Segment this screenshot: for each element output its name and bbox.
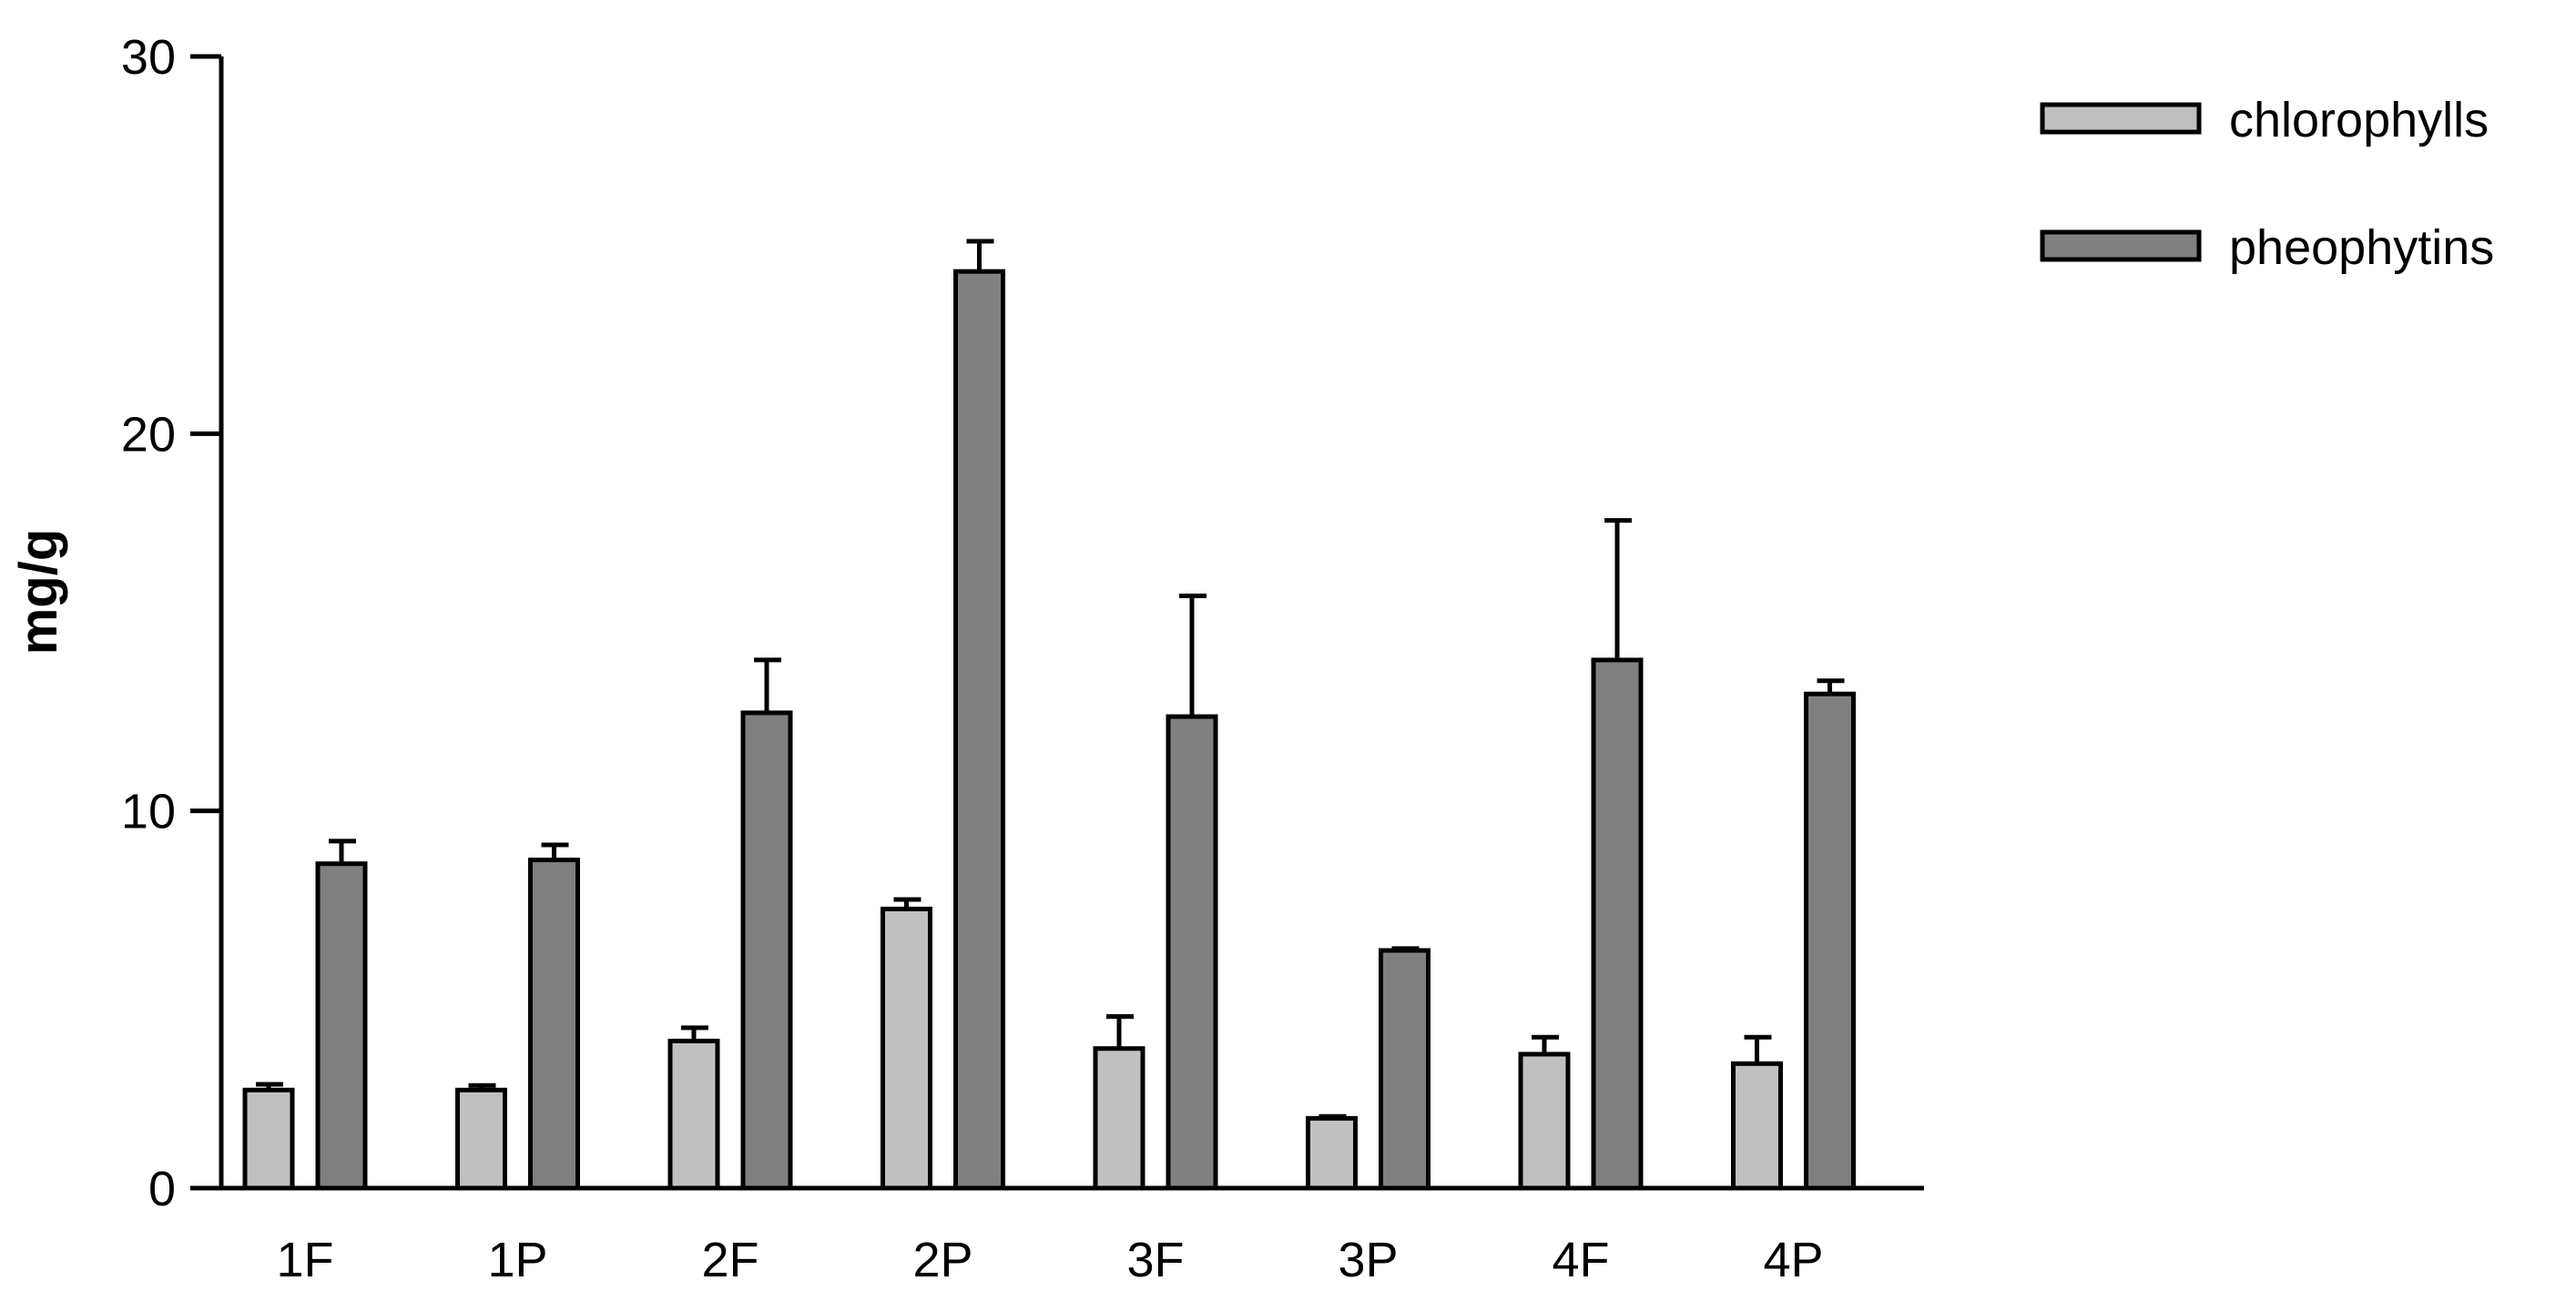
axes: 0 10 20 30 mg/g 1F 1P 2F 2P 3F 3P 4F 4P	[9, 30, 1924, 1287]
bar-pheophytins-1F	[315, 861, 368, 1191]
bar-chlorophylls-2F	[667, 1038, 720, 1191]
bar-chlorophylls-4F	[1518, 1052, 1571, 1191]
x-tick-label: 2P	[912, 1233, 972, 1287]
x-tick-label: 3P	[1338, 1233, 1398, 1287]
bar-chlorophylls-3P	[1306, 1115, 1358, 1191]
legend-swatch-pheophytins	[2040, 229, 2202, 262]
y-tick-label: 20	[121, 407, 176, 462]
x-tick-label: 2F	[701, 1233, 759, 1287]
bar-pheophytins-1P	[528, 858, 580, 1191]
bar-pheophytins-2F	[740, 710, 793, 1191]
bar-pheophytins-2P	[953, 269, 1005, 1191]
legend-label-pheophytins: pheophytins	[2229, 220, 2494, 275]
x-tick-label: 3F	[1126, 1233, 1184, 1287]
bar-pheophytins-3P	[1379, 948, 1431, 1191]
bar-pheophytins-4F	[1591, 657, 1644, 1191]
y-tick-label: 30	[121, 30, 176, 85]
legend-label-chlorophylls: chlorophylls	[2229, 93, 2489, 147]
y-tick-label: 10	[121, 785, 176, 839]
bar-chlorophylls-3F	[1093, 1046, 1145, 1191]
x-tick-label: 1P	[487, 1233, 547, 1287]
bar-pheophytins-4P	[1804, 691, 1856, 1191]
bars	[242, 239, 1856, 1191]
bar-chlorophylls-2P	[881, 906, 932, 1191]
bar-chlorophylls-1P	[455, 1087, 507, 1191]
x-tick-label: 4F	[1552, 1233, 1609, 1287]
y-tick-label: 0	[148, 1162, 176, 1216]
x-tick-label: 4P	[1763, 1233, 1823, 1287]
legend: chlorophylls pheophytins	[2040, 93, 2494, 275]
legend-swatch-chlorophylls	[2040, 102, 2202, 135]
bar-chlorophylls-4P	[1731, 1061, 1783, 1191]
y-axis-title: mg/g	[9, 529, 68, 656]
bar-chlorophylls-1F	[242, 1087, 295, 1191]
bar-pheophytins-3F	[1166, 714, 1218, 1191]
x-tick-label: 1F	[276, 1233, 333, 1287]
